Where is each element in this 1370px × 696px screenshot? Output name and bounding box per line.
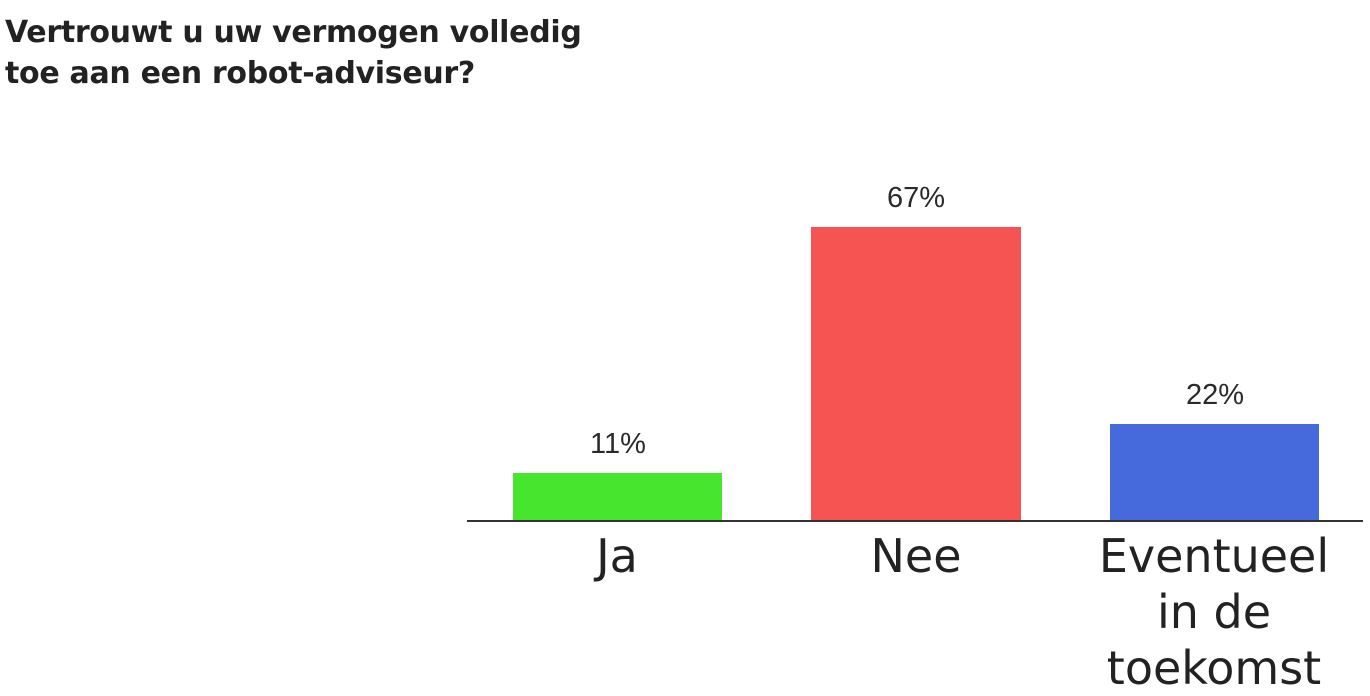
category-label-ja: Ja [596,529,638,583]
bar-ja [513,473,722,521]
value-label-eventueel: 22% [1185,379,1245,411]
chart-title-line-1: Vertrouwt u uw vermogen volledig [5,15,582,50]
value-label-nee: 67% [886,182,946,214]
x-axis-line [467,520,1363,522]
category-label-line: in de [1156,585,1272,639]
category-label-line: Eventueel [1098,529,1330,583]
value-label-ja: 11% [590,428,646,460]
bar-eventueel [1110,424,1319,521]
chart-title: Vertrouwt u uw vermogen volledig toe aan… [5,12,645,94]
category-label-line: toekomst [1106,641,1322,695]
category-label-eventueel: Eventueel in de toekomst [1064,528,1364,696]
chart-title-line-2: toe aan een robot-adviseur? [5,56,476,91]
bar-nee [811,227,1021,521]
category-label-nee: Nee [870,529,962,583]
